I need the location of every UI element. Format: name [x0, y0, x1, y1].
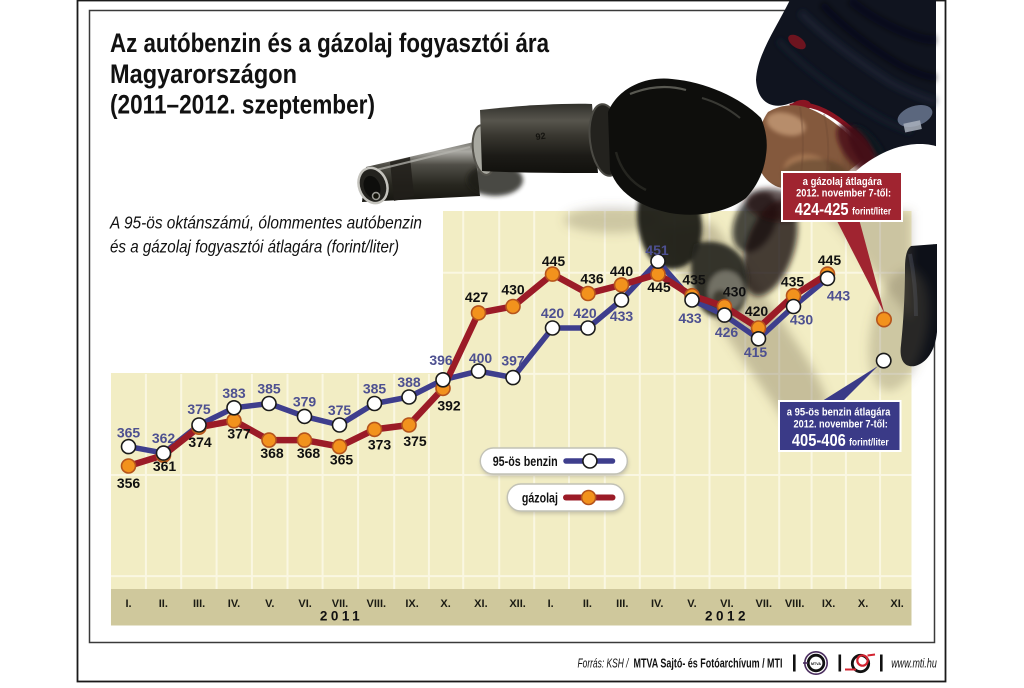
- svg-text:420: 420: [541, 305, 565, 321]
- svg-text:435: 435: [682, 272, 706, 288]
- svg-text:420: 420: [573, 305, 597, 321]
- svg-text:2011: 2011: [320, 609, 363, 624]
- svg-text:VIII.: VIII.: [785, 598, 805, 610]
- svg-text:440: 440: [610, 263, 634, 279]
- svg-text:2012: 2012: [705, 609, 749, 624]
- svg-text:427: 427: [465, 289, 489, 305]
- svg-text:451: 451: [645, 242, 669, 258]
- svg-text:373: 373: [368, 436, 392, 452]
- svg-text:362: 362: [152, 430, 176, 446]
- svg-text:397: 397: [501, 353, 525, 369]
- svg-text:92: 92: [535, 131, 546, 142]
- svg-text:445: 445: [542, 253, 566, 269]
- svg-text:VIII.: VIII.: [367, 598, 387, 610]
- svg-text:a 95-ös benzin átlagára: a 95-ös benzin átlagára: [787, 407, 891, 419]
- svg-text:és a gázolaj fogyasztói átlagá: és a gázolaj fogyasztói átlagára (forint…: [110, 237, 399, 257]
- svg-text:V.: V.: [687, 598, 696, 610]
- svg-text:424-425: 424-425: [795, 199, 849, 219]
- svg-text:400: 400: [469, 350, 493, 366]
- svg-text:X.: X.: [440, 598, 450, 610]
- svg-text:A 95-ös oktánszámú, ólommentes: A 95-ös oktánszámú, ólommentes autóbenzi…: [109, 213, 422, 233]
- svg-text:430: 430: [501, 282, 525, 298]
- svg-text:361: 361: [153, 458, 177, 474]
- svg-text:435: 435: [781, 274, 805, 290]
- svg-text:a gázolaj átlagára: a gázolaj átlagára: [803, 176, 883, 188]
- svg-text:368: 368: [260, 445, 284, 461]
- svg-text:forint/liter: forint/liter: [849, 437, 889, 448]
- svg-text:MTVA Sajtó- és Fotóarchívum /: MTVA Sajtó- és Fotóarchívum / MTI: [634, 656, 783, 671]
- svg-text:356: 356: [117, 475, 141, 491]
- svg-text:392: 392: [437, 397, 461, 413]
- svg-text:X.: X.: [858, 598, 868, 610]
- svg-text:I.: I.: [548, 598, 554, 610]
- svg-text:433: 433: [610, 308, 634, 324]
- svg-text:VI.: VI.: [298, 598, 311, 610]
- svg-text:XII.: XII.: [509, 598, 526, 610]
- svg-text:XI.: XI.: [474, 598, 487, 610]
- svg-text:XI.: XI.: [890, 598, 903, 610]
- svg-text:VI.: VI.: [720, 598, 733, 610]
- svg-text:IV.: IV.: [228, 598, 240, 610]
- svg-text:415: 415: [744, 344, 768, 360]
- svg-text:IV.: IV.: [651, 598, 663, 610]
- svg-text:445: 445: [818, 252, 842, 268]
- svg-text:gázolaj: gázolaj: [522, 491, 558, 506]
- svg-text:Magyarországon: Magyarországon: [110, 59, 297, 89]
- svg-text:445: 445: [647, 279, 671, 295]
- svg-text:385: 385: [257, 381, 281, 397]
- svg-text:365: 365: [117, 425, 141, 441]
- svg-text:375: 375: [328, 402, 352, 418]
- svg-text:VII.: VII.: [756, 598, 773, 610]
- svg-text:Forrás: KSH /: Forrás: KSH /: [578, 656, 630, 671]
- svg-text:V.: V.: [265, 598, 274, 610]
- svg-text:379: 379: [293, 393, 317, 409]
- svg-text:396: 396: [429, 352, 453, 368]
- svg-text:385: 385: [363, 381, 387, 397]
- svg-text:433: 433: [678, 310, 702, 326]
- svg-text:forint/liter: forint/liter: [852, 207, 891, 218]
- svg-text:368: 368: [297, 445, 321, 461]
- svg-text:365: 365: [330, 452, 354, 468]
- svg-text:375: 375: [403, 433, 427, 449]
- svg-text:www.mti.hu: www.mti.hu: [891, 657, 937, 671]
- svg-text:383: 383: [222, 385, 246, 401]
- svg-text:III.: III.: [193, 598, 205, 610]
- svg-text:430: 430: [790, 312, 814, 328]
- svg-text:Az autóbenzin és a gázolaj fog: Az autóbenzin és a gázolaj fogyasztói ár…: [110, 28, 549, 58]
- svg-text:375: 375: [187, 401, 211, 417]
- svg-text:430: 430: [723, 284, 747, 300]
- svg-text:388: 388: [397, 374, 421, 390]
- svg-text:2012. november 7-től:: 2012. november 7-től:: [796, 188, 891, 200]
- svg-text:I.: I.: [125, 598, 131, 610]
- svg-text:II.: II.: [583, 598, 592, 610]
- svg-text:VII.: VII.: [332, 598, 349, 610]
- svg-text:374: 374: [188, 434, 212, 450]
- svg-text:MTVA: MTVA: [811, 662, 821, 666]
- svg-text:436: 436: [580, 271, 604, 287]
- svg-text:(2011–2012. szeptember): (2011–2012. szeptember): [110, 90, 375, 120]
- svg-text:IX.: IX.: [822, 598, 835, 610]
- svg-text:405-406: 405-406: [792, 430, 846, 450]
- svg-text:95-ös benzin: 95-ös benzin: [493, 454, 558, 469]
- svg-text:IX.: IX.: [405, 598, 418, 610]
- svg-text:426: 426: [715, 324, 739, 340]
- svg-text:377: 377: [227, 426, 251, 442]
- svg-text:420: 420: [745, 303, 769, 319]
- svg-text:2012. november 7-től:: 2012. november 7-től:: [794, 418, 888, 430]
- svg-text:III.: III.: [616, 598, 628, 610]
- svg-text:II.: II.: [159, 598, 168, 610]
- svg-text:443: 443: [827, 287, 851, 303]
